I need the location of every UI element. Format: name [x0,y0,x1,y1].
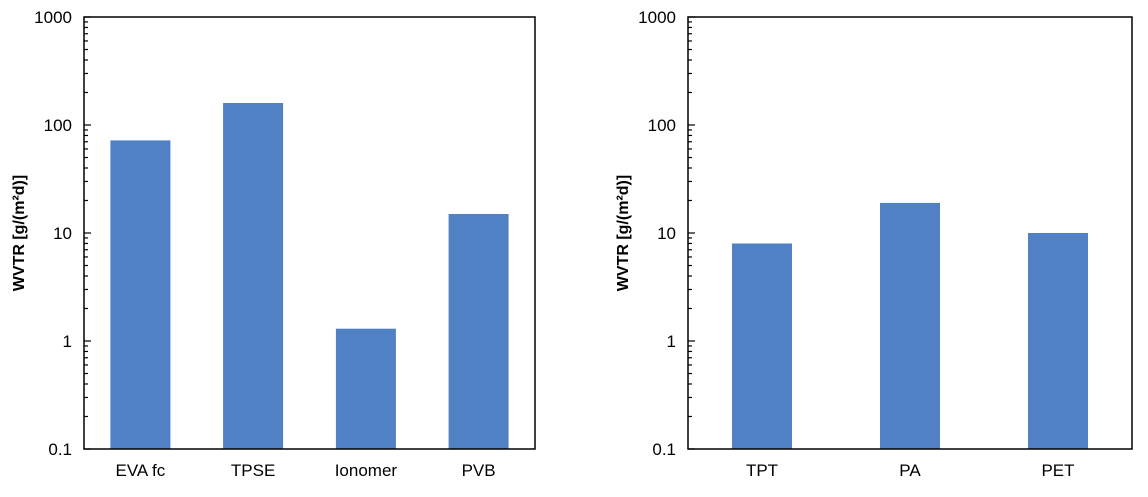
x-tick-label: Ionomer [335,461,398,480]
bar-eva-fc [110,140,171,449]
plot-frame [83,16,536,450]
x-tick-label: TPSE [231,461,275,480]
chart-left: EVA fc TPSE Ionomer PVB 0.1 1 10 100 1000 WVTR [g… [11,8,536,480]
bar-pvb [448,214,509,449]
y-tick-label: 1000 [638,8,676,27]
y-tick-label: 0.1 [48,440,72,459]
bar-ionomer [335,328,396,449]
y-axis-title: WVTR [g/(m²d)] [11,175,28,291]
y-tick-label: 10 [657,224,676,243]
x-tick-label: PET [1041,461,1074,480]
bar-tpt [732,243,792,449]
y-tick-label: 1000 [34,8,72,27]
chart-right: TPT PA PET 0.1 1 10 100 1000 WVTR [g/(m²d)] [615,8,1133,480]
y-tick-label: 1 [63,332,72,351]
bar-pa [880,202,940,449]
x-tick-label: TPT [746,461,778,480]
x-tick-label: EVA fc [116,461,166,480]
y-tick-label: 10 [53,224,72,243]
bar-tpse [223,103,284,449]
plot-frame [687,16,1133,450]
x-tick-label: PVB [462,461,496,480]
y-axis-title: WVTR [g/(m²d)] [615,175,632,291]
y-tick-label: 100 [44,116,72,135]
y-tick-label: 1 [667,332,676,351]
bar-pet [1028,233,1088,449]
y-tick-label: 100 [648,116,676,135]
x-tick-label: PA [899,461,921,480]
y-tick-label: 0.1 [652,440,676,459]
